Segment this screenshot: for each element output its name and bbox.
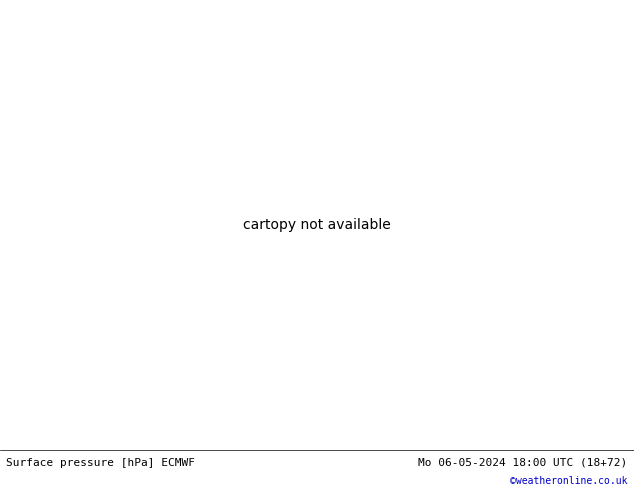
Text: ©weatheronline.co.uk: ©weatheronline.co.uk bbox=[510, 476, 628, 486]
Text: cartopy not available: cartopy not available bbox=[243, 218, 391, 232]
Text: Mo 06-05-2024 18:00 UTC (18+72): Mo 06-05-2024 18:00 UTC (18+72) bbox=[418, 458, 628, 467]
Text: Surface pressure [hPa] ECMWF: Surface pressure [hPa] ECMWF bbox=[6, 458, 195, 467]
